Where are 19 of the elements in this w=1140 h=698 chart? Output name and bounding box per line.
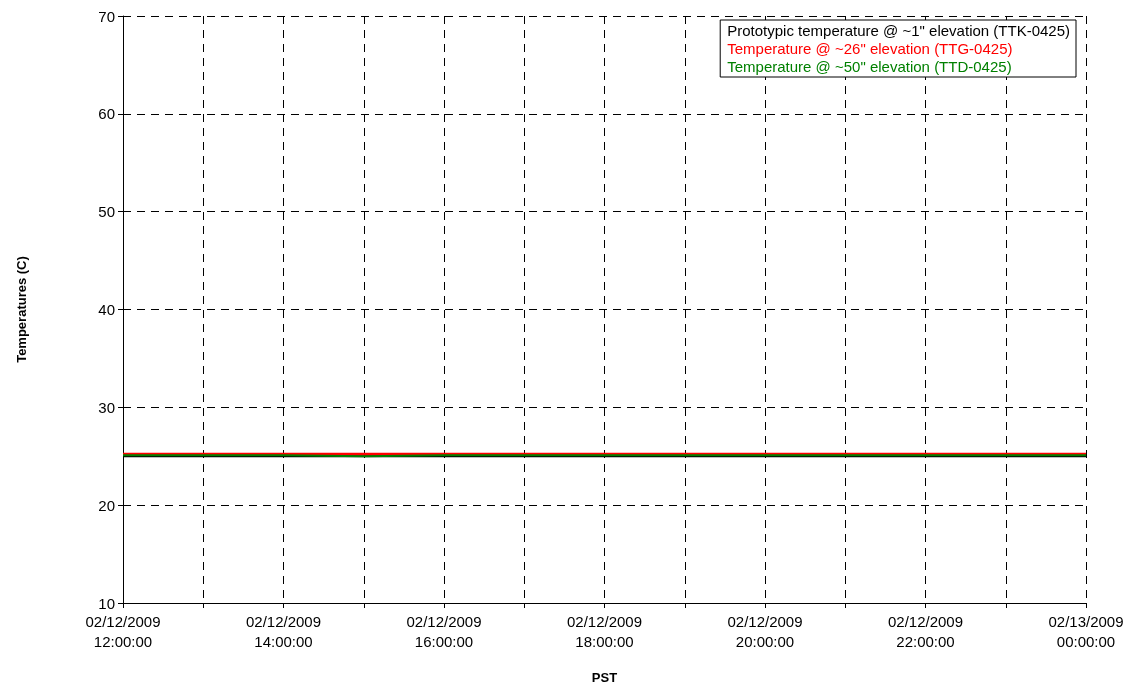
y-tick-label: 70 — [98, 7, 115, 25]
x-tick-label: 02/13/2009 00:00:00 — [1048, 612, 1124, 650]
text: Prototypic temperature @ ~1" elevation (TTK-0425) — [727, 22, 1071, 39]
y-tick-label: 20 — [98, 496, 115, 514]
y-tick-label: 60 — [98, 105, 115, 123]
x-axis-title: PST — [591, 670, 618, 685]
text: Temperature @ ~26" elevation (TTG-0425) — [727, 40, 1013, 57]
y-tick-label: 50 — [98, 203, 115, 221]
x-tick-label: 02/12/2009 22:00:00 — [887, 612, 964, 650]
y-axis-title: Temperatures (C) — [14, 256, 29, 363]
x-tick-label: 02/12/2009 14:00:00 — [245, 612, 322, 650]
x-tick-label: 02/12/2009 12:00:00 — [85, 612, 161, 650]
y-tick-label: 30 — [98, 398, 115, 416]
y-tick-label: 10 — [98, 594, 115, 612]
x-tick-label: 02/12/2009 18:00:00 — [566, 612, 643, 650]
x-tick-label: 02/12/2009 20:00:00 — [727, 612, 803, 650]
x-tick-label: 02/12/2009 16:00:00 — [406, 612, 482, 650]
text: Temperature @ ~50" elevation (TTD-0425) — [727, 58, 1012, 75]
y-tick-label: 40 — [98, 301, 115, 318]
